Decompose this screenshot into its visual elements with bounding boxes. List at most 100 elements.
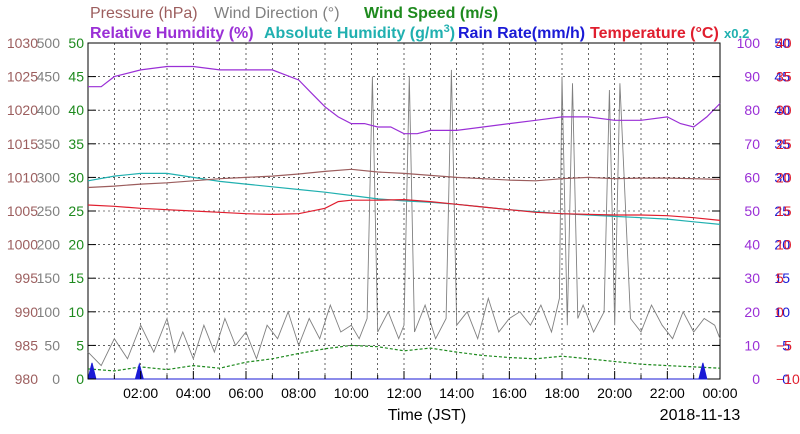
y-tick-label-rain: 0 xyxy=(782,371,790,387)
legend-temperature: Temperature (°C) xyxy=(590,25,719,42)
y-tick-label-wind_dir: 500 xyxy=(37,35,61,51)
y-tick-label-pressure: 1005 xyxy=(7,203,38,219)
x-tick-label: 16:00 xyxy=(492,385,527,401)
y-tick-label-wind_dir: 50 xyxy=(44,337,60,353)
y-tick-label-humidity: 30 xyxy=(744,270,760,286)
y-tick-label-humidity: 100 xyxy=(737,35,761,51)
y-tick-label-rain: 20 xyxy=(774,237,790,253)
y-tick-label-temperature: 15 xyxy=(776,203,792,219)
y-tick-label-humidity: 90 xyxy=(744,69,760,85)
y-tick-label-wind_speed: 50 xyxy=(68,35,84,51)
y-tick-label-pressure: 1015 xyxy=(7,136,38,152)
x-tick-label: 08:00 xyxy=(281,385,316,401)
y-tick-label-wind_dir: 250 xyxy=(37,203,61,219)
y-tick-label-temperature: 35 xyxy=(776,69,792,85)
y-tick-label-wind_dir: 350 xyxy=(37,136,61,152)
x-tick-label: 22:00 xyxy=(650,385,685,401)
y-tick-label-pressure: 1000 xyxy=(7,237,38,253)
y-tick-label-temperature: −5 xyxy=(776,337,792,353)
x-tick-label: 12:00 xyxy=(386,385,421,401)
series-pressure-hpa xyxy=(87,168,721,189)
legend-absolute-humidity-label: Absolute Humidity (g/m xyxy=(264,25,444,42)
y-tick-label-humidity: 0 xyxy=(752,371,760,387)
y-tick-label-wind_speed: 45 xyxy=(68,69,84,85)
y-tick-label-rain: 10 xyxy=(774,304,790,320)
series-temperature-c xyxy=(87,198,721,221)
y-tick-label-wind_speed: 20 xyxy=(68,237,84,253)
y-tick-label-humidity: 60 xyxy=(744,169,760,185)
y-tick-label-humidity: 10 xyxy=(744,337,760,353)
y-tick-label-pressure: 995 xyxy=(15,270,39,286)
legend-wind-speed: Wind Speed (m/s) xyxy=(364,5,498,22)
y-tick-label-wind_dir: 0 xyxy=(52,371,60,387)
x-tick-label: 02:00 xyxy=(123,385,158,401)
y-tick-label-wind_speed: 30 xyxy=(68,169,84,185)
y-tick-label-wind_dir: 100 xyxy=(37,304,61,320)
y-tick-label-pressure: 1020 xyxy=(7,102,38,118)
series-wind-direction xyxy=(87,69,721,367)
y-tick-label-rain: 40 xyxy=(774,102,790,118)
y-tick-label-rain: 30 xyxy=(774,169,790,185)
legend: Pressure (hPa) Wind Direction (°) Wind S… xyxy=(90,5,749,42)
date-label: 2018-11-13 xyxy=(660,407,741,424)
y-tick-label-wind_speed: 10 xyxy=(68,304,84,320)
y-tick-label-wind_speed: 0 xyxy=(76,371,84,387)
legend-pressure: Pressure (hPa) xyxy=(90,5,198,22)
series-relative-humidity xyxy=(88,65,721,135)
series-group xyxy=(87,65,721,380)
y-tick-label-humidity: 80 xyxy=(744,102,760,118)
y-tick-label-wind_dir: 400 xyxy=(37,102,61,118)
y-tick-label-pressure: 1025 xyxy=(7,69,38,85)
legend-absolute-humidity: Absolute Humidity (g/m3) xyxy=(264,23,455,42)
y-tick-label-temperature: 25 xyxy=(776,136,792,152)
y-tick-label-wind_speed: 40 xyxy=(68,102,84,118)
y-tick-label-temperature: 5 xyxy=(776,270,784,286)
y-tick-label-pressure: 1010 xyxy=(7,169,38,185)
y-tick-label-wind_dir: 300 xyxy=(37,169,61,185)
legend-absolute-humidity-scale: x0.2 xyxy=(724,26,749,41)
y-tick-label-humidity: 70 xyxy=(744,136,760,152)
y-tick-label-temperature: 40 xyxy=(776,35,792,51)
y-tick-label-temperature: −10 xyxy=(776,371,800,387)
y-tick-label-rain: 15 xyxy=(774,270,790,286)
legend-relative-humidity: Relative Humidity (%) xyxy=(90,25,254,42)
legend-rain-rate: Rain Rate(mm/h) xyxy=(458,25,585,42)
y-tick-label-humidity: 20 xyxy=(744,304,760,320)
x-tick-label: 00:00 xyxy=(702,385,737,401)
x-tick-label: 10:00 xyxy=(334,385,369,401)
y-tick-label-pressure: 985 xyxy=(15,337,39,353)
legend-absolute-humidity-suffix: ) xyxy=(450,25,455,42)
y-tick-label-wind_speed: 5 xyxy=(76,337,84,353)
y-tick-label-temperature: 10 xyxy=(776,237,792,253)
y-tick-label-temperature: 0 xyxy=(776,304,784,320)
y-tick-label-wind_speed: 15 xyxy=(68,270,84,286)
x-tick-label: 14:00 xyxy=(439,385,474,401)
y-tick-label-wind_speed: 25 xyxy=(68,203,84,219)
x-tick-label: 18:00 xyxy=(544,385,579,401)
y-tick-label-wind_speed: 35 xyxy=(68,136,84,152)
y-tick-label-rain: 5 xyxy=(782,337,790,353)
y-tick-label-wind_dir: 150 xyxy=(37,270,61,286)
legend-wind-direction: Wind Direction (°) xyxy=(214,5,340,22)
x-tick-label: 20:00 xyxy=(597,385,632,401)
y-tick-label-rain: 35 xyxy=(774,136,790,152)
y-tick-label-temperature: 20 xyxy=(776,169,792,185)
series-rain-rate-mm-h xyxy=(87,362,708,380)
plot-area xyxy=(87,42,721,380)
x-axis: 02:00 04:00 06:00 08:00 10:00 12:00 14:00 16:00… xyxy=(87,371,738,401)
y-tick-label-pressure: 980 xyxy=(15,371,39,387)
y-tick-label-humidity: 50 xyxy=(744,203,760,219)
y-tick-label-rain: 45 xyxy=(774,69,790,85)
y-tick-label-rain: 25 xyxy=(774,203,790,219)
y-tick-label-rain: 50 xyxy=(774,35,790,51)
y-tick-label-wind_dir: 200 xyxy=(37,237,61,253)
y-tick-label-temperature: 30 xyxy=(776,102,792,118)
series-absolute-humidity xyxy=(87,172,721,225)
x-axis-label: Time (JST) xyxy=(388,407,467,424)
series-wind-speed-m-s xyxy=(87,344,721,372)
y-tick-label-pressure: 1030 xyxy=(7,35,38,51)
y-tick-label-humidity: 40 xyxy=(744,237,760,253)
y-tick-label-pressure: 990 xyxy=(15,304,39,320)
x-tick-label: 06:00 xyxy=(228,385,263,401)
